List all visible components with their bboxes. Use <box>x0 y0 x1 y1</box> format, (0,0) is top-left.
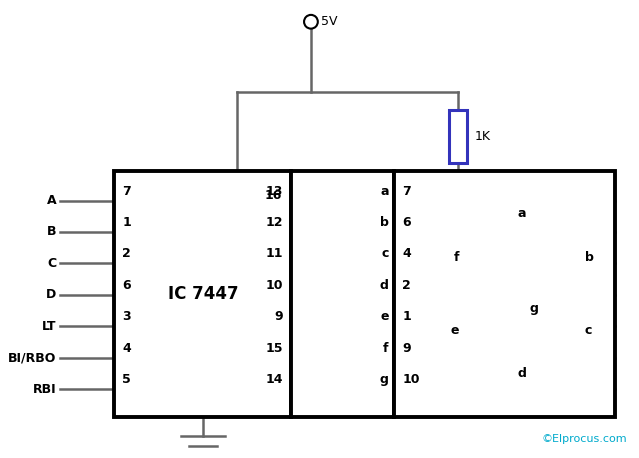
Text: ©Elprocus.com: ©Elprocus.com <box>542 434 627 444</box>
Text: 10: 10 <box>403 373 420 386</box>
Text: 6: 6 <box>403 216 411 229</box>
Text: f: f <box>383 342 389 355</box>
Text: 13: 13 <box>266 185 284 197</box>
Text: 4: 4 <box>403 247 411 261</box>
Text: 14: 14 <box>266 373 284 386</box>
Text: 2: 2 <box>403 279 411 292</box>
Text: C: C <box>47 257 56 270</box>
Text: c: c <box>381 247 389 261</box>
Text: 3: 3 <box>122 310 131 323</box>
Bar <box>114 171 291 417</box>
Text: 5: 5 <box>122 373 131 386</box>
Text: a: a <box>380 185 389 197</box>
Text: b: b <box>585 251 594 264</box>
Text: 1K: 1K <box>475 130 491 143</box>
Text: 4: 4 <box>122 342 131 355</box>
Text: IC 7447: IC 7447 <box>167 285 238 303</box>
Text: e: e <box>450 324 459 337</box>
Text: g: g <box>380 373 389 386</box>
Bar <box>449 110 467 163</box>
Text: 1: 1 <box>403 310 411 323</box>
Text: 15: 15 <box>266 342 284 355</box>
Text: a: a <box>518 207 527 220</box>
Text: f: f <box>454 251 459 264</box>
Text: b: b <box>380 216 389 229</box>
Text: 1: 1 <box>122 216 131 229</box>
Text: 11: 11 <box>266 247 284 261</box>
Bar <box>291 171 394 417</box>
Text: 7: 7 <box>122 185 131 197</box>
Text: d: d <box>518 367 527 381</box>
Text: 6: 6 <box>122 279 131 292</box>
Text: e: e <box>380 310 389 323</box>
Text: 9: 9 <box>403 342 411 355</box>
Text: g: g <box>530 302 539 315</box>
Text: 9: 9 <box>275 310 284 323</box>
Text: B: B <box>47 225 56 239</box>
Text: A: A <box>47 194 56 207</box>
Text: d: d <box>380 279 389 292</box>
Bar <box>394 171 615 417</box>
Text: 16: 16 <box>264 189 281 202</box>
Text: RBI: RBI <box>33 382 56 396</box>
Text: 12: 12 <box>266 216 284 229</box>
Text: BI/RBO: BI/RBO <box>8 351 56 364</box>
Text: D: D <box>46 288 56 301</box>
Text: 7: 7 <box>403 185 411 197</box>
Text: c: c <box>585 324 592 337</box>
Text: 5V: 5V <box>321 15 337 28</box>
Text: 10: 10 <box>266 279 284 292</box>
Text: 2: 2 <box>122 247 131 261</box>
Text: LT: LT <box>42 320 56 333</box>
